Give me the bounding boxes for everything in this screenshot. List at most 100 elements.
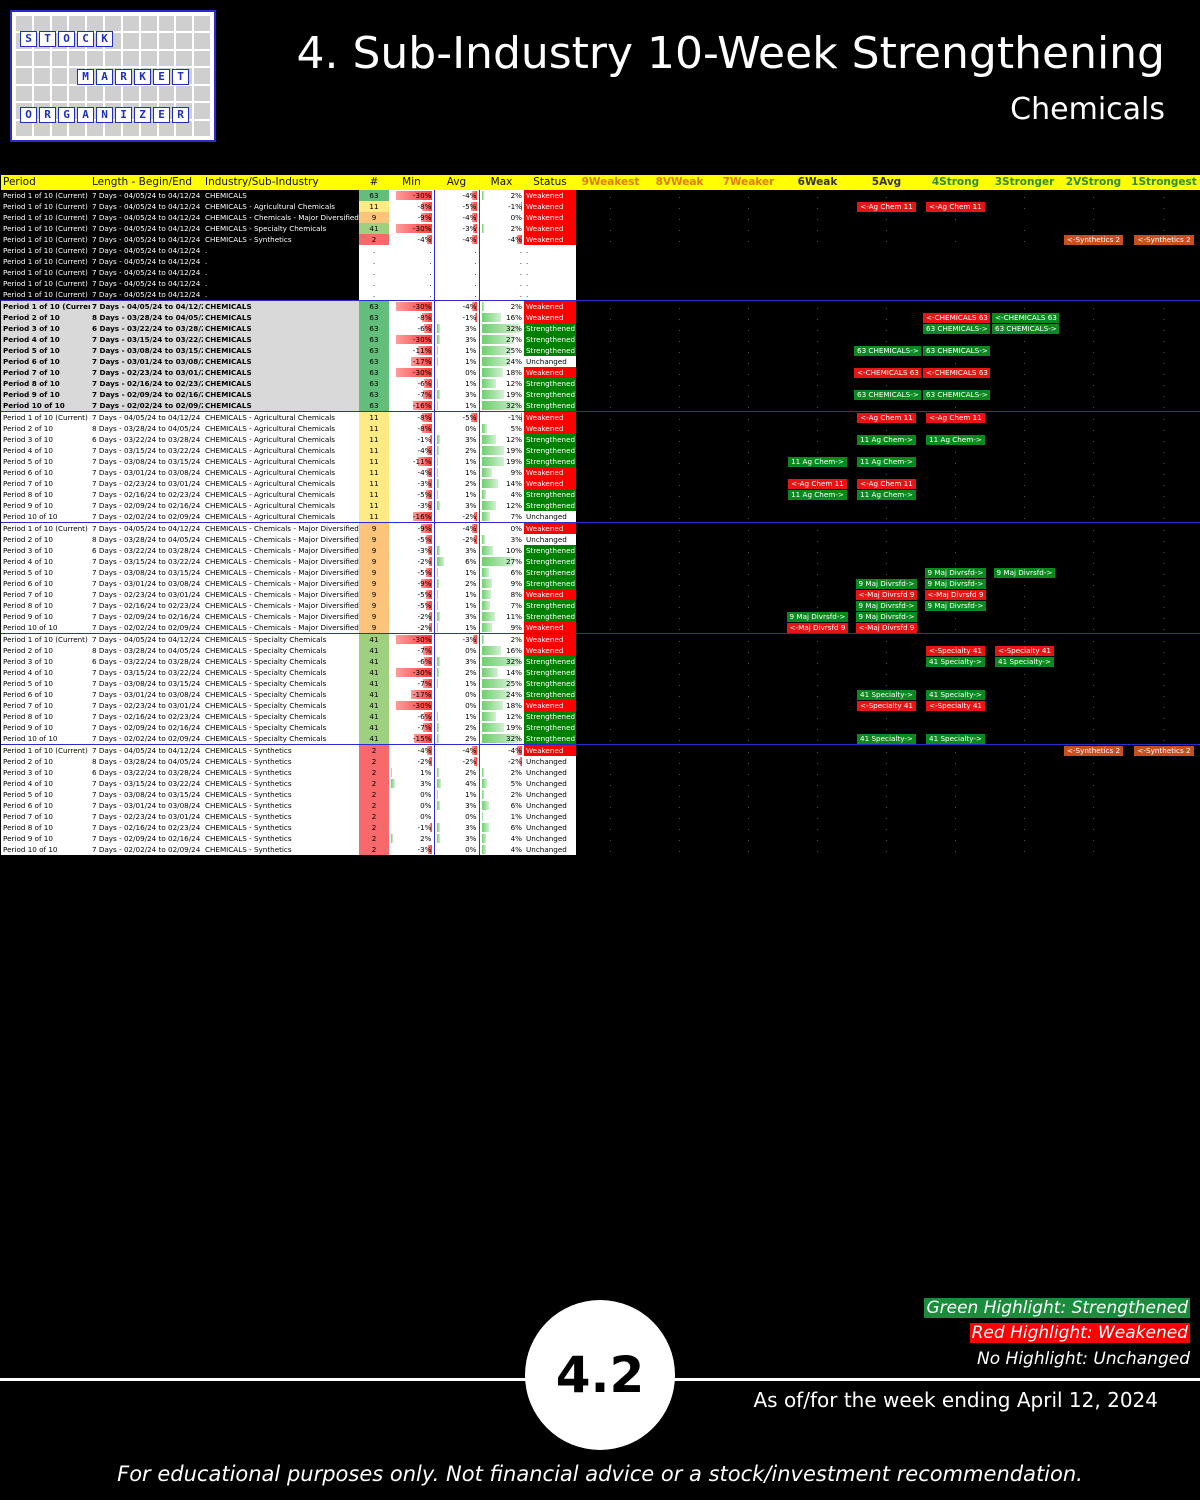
level-cell (645, 267, 714, 278)
level-cell: <-Ag Chem 11 (852, 201, 921, 212)
max-value: 3% (510, 535, 522, 544)
level-cell: . (714, 367, 783, 378)
count-cell: 11 (359, 467, 389, 478)
length-cell: 7 Days - 04/05/24 to 04/12/24 (90, 267, 203, 278)
empty-dot: . (609, 590, 612, 599)
min-cell: . (389, 245, 435, 256)
level-cell: . (714, 589, 783, 600)
length-cell: 7 Days - 04/05/24 to 04/12/24 (90, 234, 203, 245)
table-row: Period 7 of 10 7 Days - 02/23/24 to 03/01… (1, 700, 1200, 711)
level-cell: 9 Maj Divrsfd-> (783, 611, 852, 622)
avg-cell: 3% (433, 800, 480, 811)
max-value: 16% (506, 313, 522, 322)
count-cell: 11 (359, 478, 389, 489)
level-cell: . (1059, 789, 1128, 800)
position-tag: 11 Ag Chem-> (857, 457, 916, 467)
max-value: 32% (506, 734, 522, 743)
max-value: 14% (506, 479, 522, 488)
min-value: -7% (417, 646, 432, 655)
industry-cell: CHEMICALS (203, 334, 359, 345)
min-value: . (429, 268, 432, 277)
empty-dot: . (678, 790, 681, 799)
avg-cell: 1% (433, 622, 480, 634)
max-data-bar (481, 335, 514, 344)
max-data-bar (481, 313, 501, 322)
max-data-bar (481, 801, 489, 810)
max-data-bar (481, 535, 486, 544)
table-row: Period 10 of 10 7 Days - 02/02/24 to 02/0… (1, 844, 1200, 855)
industry-cell: CHEMICALS (203, 367, 359, 378)
empty-dot: . (954, 524, 957, 533)
avg-value: -2% (462, 535, 477, 544)
empty-dot: . (747, 646, 750, 655)
empty-dot: . (1162, 490, 1166, 499)
position-tag: 63 CHEMICALS-> (854, 346, 921, 356)
position-tag: <-CHEMICALS 63 (854, 368, 921, 378)
empty-dot: . (1162, 524, 1166, 533)
level-cell: . (783, 633, 852, 645)
avg-cell: 0% (433, 689, 480, 700)
empty-dot: . (1092, 568, 1095, 577)
position-tag: <-Ag Chem 11 (788, 479, 847, 489)
avg-value: . (474, 268, 477, 277)
min-data-bar (426, 446, 432, 455)
level-cell: . (852, 534, 921, 545)
period-cell: Period 4 of 10 (1, 445, 90, 456)
min-data-bar (424, 712, 432, 721)
empty-dot: . (747, 202, 750, 211)
length-cell: 7 Days - 02/02/24 to 02/09/24 (90, 733, 203, 745)
level-cell: 11 Ag Chem (852, 445, 921, 456)
min-data-bar (395, 224, 432, 233)
empty-dot: . (816, 646, 819, 655)
max-cell: 0% (479, 212, 524, 223)
level-cell: . (852, 522, 921, 534)
level-cell: . (990, 822, 1059, 833)
min-value: -16% (412, 401, 432, 410)
empty-dot: . (678, 512, 681, 521)
column-header: 8VWeak (645, 175, 714, 190)
empty-dot: . (1023, 779, 1026, 788)
level-cell: . (645, 622, 714, 634)
empty-dot: . (1092, 313, 1095, 322)
empty-dot: . (816, 635, 819, 644)
empty-dot: . (885, 823, 888, 832)
length-cell: 7 Days - 03/01/24 to 03/08/24 (90, 689, 203, 700)
avg-cell: 4% (433, 778, 480, 789)
max-cell: 6% (479, 567, 524, 578)
level-cell: . (990, 689, 1059, 700)
min-value: -2% (417, 623, 432, 632)
avg-cell: -4% (433, 522, 480, 534)
min-data-bar (427, 501, 432, 510)
level-cell: . (1059, 756, 1128, 767)
min-cell: -30% (389, 190, 435, 201)
table-row: Period 6 of 10 7 Days - 03/01/24 to 03/08… (1, 800, 1200, 811)
min-cell: -30% (389, 367, 435, 378)
count-cell: 41 (359, 733, 389, 745)
max-cell: 24% (479, 689, 524, 700)
level-cell: . (576, 323, 645, 334)
empty-dot: . (609, 612, 612, 621)
level-cell: . (645, 511, 714, 523)
level-cell: . (852, 312, 921, 323)
position-tag: <-Specialty 41 (856, 701, 916, 711)
level-cell: . (1059, 534, 1128, 545)
empty-dot: . (609, 202, 612, 211)
industry-cell: CHEMICALS (203, 312, 359, 323)
level-cell: . (783, 201, 852, 212)
empty-dot: . (747, 790, 750, 799)
level-cell: . (645, 345, 714, 356)
empty-dot: . (1092, 579, 1095, 588)
avg-value: 0% (465, 812, 477, 821)
empty-dot: . (885, 679, 888, 688)
logo-tile (176, 85, 193, 102)
level-cell: . (990, 611, 1059, 622)
min-value: -5% (417, 568, 432, 577)
avg-value: -4% (462, 302, 477, 311)
avg-data-bar (436, 623, 438, 632)
empty-dot: . (678, 746, 681, 755)
max-cell: 4% (479, 844, 524, 855)
level-cell: . (576, 800, 645, 811)
level-cell: . (783, 223, 852, 234)
empty-dot: . (747, 191, 750, 200)
